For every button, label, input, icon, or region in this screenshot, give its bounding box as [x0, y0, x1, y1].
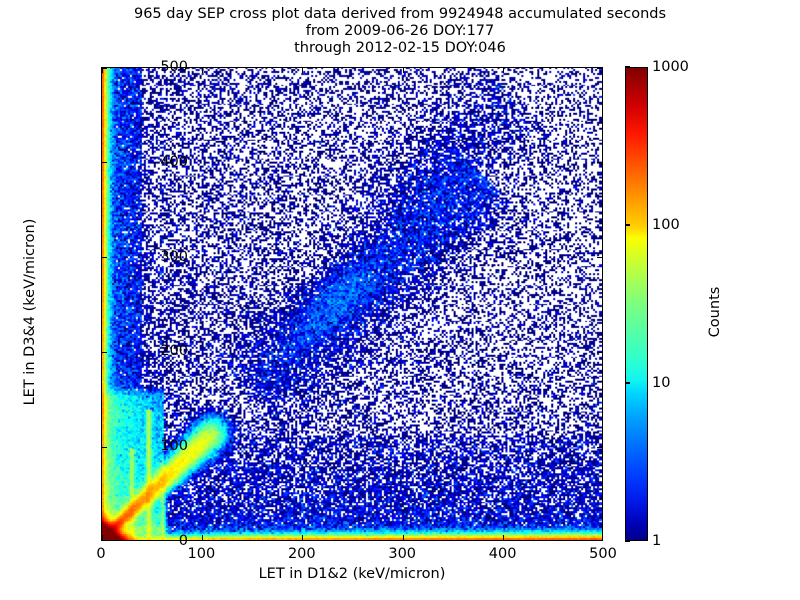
y-tick-100 — [597, 446, 602, 448]
colorbar-tick-label-1000: 1000 — [652, 59, 689, 75]
x-tick-100 — [201, 535, 203, 540]
x-tick-label-500: 500 — [589, 546, 617, 562]
x-tick-300 — [402, 68, 404, 73]
x-tick-100 — [201, 68, 203, 73]
y-tick-label-300: 300 — [160, 248, 188, 265]
colorbar-tick-1000 — [625, 66, 630, 68]
scatter-density-plot — [102, 68, 602, 540]
colorbar-title: Counts — [707, 286, 723, 338]
x-axis-title: LET in D1&2 (keV/micron) — [258, 566, 446, 582]
x-tick-400 — [503, 68, 505, 73]
title-line-2: from 2009-06-26 DOY:177 — [305, 23, 495, 39]
y-tick-label-200: 200 — [160, 343, 188, 360]
colorbar-tick-1 — [625, 540, 630, 542]
y-tick-label-100: 100 — [160, 438, 188, 455]
colorbar — [625, 67, 648, 541]
x-tick-200 — [302, 68, 304, 73]
y-tick-label-0: 0 — [178, 533, 188, 549]
y-tick-500 — [102, 68, 107, 69]
plot-axes — [101, 67, 603, 541]
title-line-3: through 2012-02-15 DOY:046 — [294, 40, 506, 56]
y-tick-label-400: 400 — [160, 153, 188, 170]
x-tick-label-400: 400 — [488, 546, 517, 562]
y-tick-label-500: 500 — [160, 59, 188, 75]
x-tick-label-100: 100 — [187, 546, 216, 562]
y-tick-300 — [102, 257, 107, 259]
x-tick-400 — [503, 535, 505, 540]
y-tick-500 — [597, 68, 602, 69]
figure-title: 965 day SEP cross plot data derived from… — [0, 6, 800, 57]
x-tick-label-200: 200 — [287, 546, 316, 562]
colorbar-tick-label-100: 100 — [652, 217, 680, 233]
colorbar-tick-label-10: 10 — [652, 375, 671, 391]
y-tick-400 — [102, 162, 107, 164]
y-tick-100 — [102, 446, 107, 448]
colorbar-tick-100 — [625, 224, 630, 226]
x-tick-label-300: 300 — [388, 546, 417, 562]
y-axis-title: LET in D3&4 (keV/micron) — [22, 218, 38, 406]
x-tick-label-0: 0 — [96, 546, 106, 562]
y-tick-300 — [597, 257, 602, 259]
y-tick-200 — [597, 351, 602, 353]
x-tick-300 — [402, 535, 404, 540]
y-tick-200 — [102, 351, 107, 353]
colorbar-tick-10 — [625, 382, 630, 384]
y-tick-400 — [597, 162, 602, 164]
title-line-1: 965 day SEP cross plot data derived from… — [133, 6, 667, 22]
x-tick-200 — [302, 535, 304, 540]
x-tick-0 — [102, 535, 103, 540]
colorbar-tick-label-1: 1 — [652, 533, 662, 549]
x-tick-0 — [102, 68, 103, 73]
